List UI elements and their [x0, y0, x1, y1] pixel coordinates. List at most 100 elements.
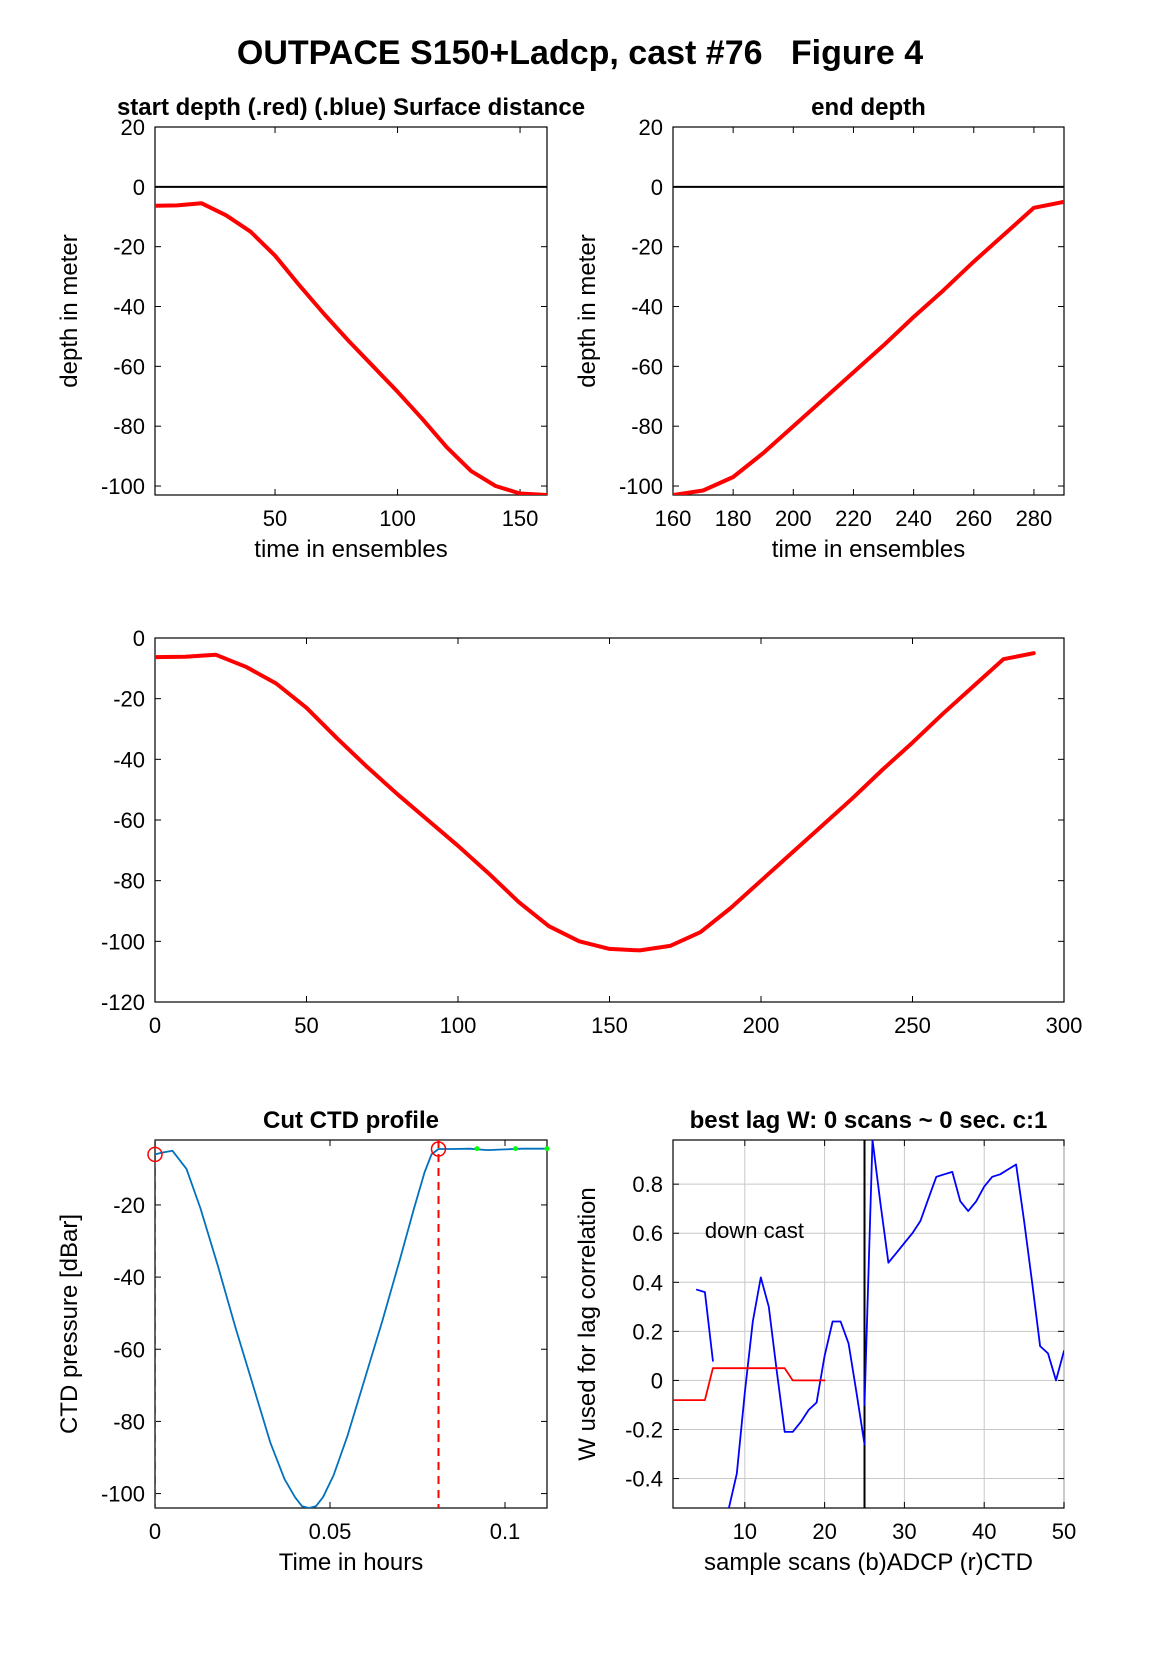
y-tick-label: 0 [133, 175, 145, 200]
y-tick-label: 0 [651, 1368, 663, 1393]
figure-title: OUTPACE S150+Ladcp, cast #76 Figure 4 [237, 34, 923, 72]
x-tick-label: 0 [149, 1013, 161, 1038]
plot-marks [673, 1140, 1064, 1508]
chart-title: Cut CTD profile [263, 1107, 439, 1134]
y-tick-label: -40 [113, 1265, 145, 1290]
x-tick-label: 40 [972, 1519, 996, 1544]
x-axis-label: time in ensembles [772, 536, 965, 563]
plot-area [672, 1139, 1065, 1509]
y-tick-label: -120 [101, 990, 145, 1015]
y-tick-label: -100 [101, 474, 145, 499]
chart-best_lag: 10 20 30 40 50 0.8 0.6 0.4 0.2 0 -0.2 -0.4 best lag … [574, 1107, 1076, 1576]
x-tick-label: 150 [502, 506, 539, 531]
x-tick-label: 300 [1046, 1013, 1083, 1038]
green-marker [544, 1146, 550, 1152]
x-tick-label: 100 [440, 1013, 477, 1038]
y-axis-label: depth in meter [574, 234, 601, 387]
x-tick-label: 50 [1052, 1519, 1076, 1544]
plot-marks [155, 651, 1036, 953]
x-tick-label: 0.05 [309, 1519, 352, 1544]
x-tick-label: 100 [379, 506, 416, 531]
y-tick-label: -20 [113, 235, 145, 260]
y-axis-label: W used for lag correlation [574, 1187, 601, 1460]
y-tick-label: -40 [113, 747, 145, 772]
series-line-ctd [673, 1367, 826, 1401]
y-tick-label: -0.2 [625, 1417, 663, 1442]
y-tick-label: -80 [113, 869, 145, 894]
x-tick-label: 30 [892, 1519, 916, 1544]
plot-area [154, 1139, 548, 1509]
y-tick-label: -80 [113, 414, 145, 439]
y-axis-label: CTD pressure [dBar] [56, 1214, 83, 1434]
x-tick-label: 240 [895, 506, 932, 531]
y-tick-label: -80 [113, 1409, 145, 1434]
green-marker [513, 1146, 518, 1152]
x-tick-label: 160 [655, 506, 692, 531]
y-tick-label: 0.8 [632, 1172, 663, 1197]
chart-title: best lag W: 0 scans ~ 0 sec. c:1 [690, 1107, 1048, 1134]
chart-cut_ctd: 0 0.05 0.1 -20 -40 -60 -80 -100 Cut CTD profile T… [56, 1107, 550, 1576]
y-tick-label: 0 [133, 626, 145, 651]
x-tick-label: 50 [263, 506, 287, 531]
x-tick-label: 10 [733, 1519, 757, 1544]
y-tick-label: 0 [651, 175, 663, 200]
y-tick-label: -0.4 [625, 1467, 663, 1492]
y-tick-label: -100 [619, 474, 663, 499]
chart-title: end depth [811, 94, 926, 121]
y-tick-label: -100 [101, 929, 145, 954]
y-tick-label: -60 [113, 354, 145, 379]
x-tick-label: 150 [591, 1013, 628, 1038]
plot-area [154, 126, 548, 496]
plot-marks [155, 1140, 547, 1508]
x-tick-label: 280 [1016, 506, 1053, 531]
series-line-0 [155, 1147, 547, 1508]
x-tick-label: 180 [715, 506, 752, 531]
cut-point-marker [430, 1141, 447, 1157]
annotation-text: down cast [705, 1218, 804, 1243]
y-tick-label: -80 [631, 414, 663, 439]
y-tick-label: 20 [639, 115, 663, 140]
series-line-adcp [863, 1140, 1064, 1406]
x-axis-label: sample scans (b)ADCP (r)CTD [704, 1549, 1033, 1576]
y-tick-label: -40 [631, 295, 663, 320]
green-marker [474, 1146, 480, 1152]
y-tick-label: -60 [113, 808, 145, 833]
series-line-0 [673, 199, 1064, 495]
x-tick-label: 220 [835, 506, 872, 531]
y-tick-label: 20 [121, 115, 145, 140]
y-axis-label: depth in meter [56, 234, 83, 387]
y-tick-label: -60 [631, 354, 663, 379]
x-tick-label: 50 [294, 1013, 318, 1038]
y-tick-label: -20 [631, 235, 663, 260]
y-tick-label: -20 [113, 1193, 145, 1218]
x-axis-label: Time in hours [279, 1549, 424, 1576]
x-tick-label: 200 [743, 1013, 780, 1038]
plot-marks [673, 185, 1064, 495]
chart-full_depth: 0 50 100 150 200 250 300 0 -20 -40 -60 -80 -100 -120 [101, 626, 1082, 1038]
x-tick-label: 20 [812, 1519, 836, 1544]
plot-marks [155, 185, 547, 495]
x-tick-label: 0 [149, 1519, 161, 1544]
x-axis-label: time in ensembles [254, 536, 447, 563]
y-tick-label: 0.6 [632, 1221, 663, 1246]
y-tick-label: -40 [113, 295, 145, 320]
plot-area [154, 637, 1065, 1003]
plot-area [672, 126, 1065, 496]
cut-point-marker [147, 1146, 163, 1163]
y-tick-label: -20 [113, 687, 145, 712]
chart-title: start depth (.red) (.blue) Surface dista… [117, 94, 585, 121]
x-tick-label: 250 [894, 1013, 931, 1038]
y-tick-label: -60 [113, 1337, 145, 1362]
y-tick-label: 0.4 [632, 1270, 663, 1295]
x-tick-label: 0.1 [490, 1519, 521, 1544]
y-tick-label: 0.2 [632, 1319, 663, 1344]
series-line-0 [155, 201, 547, 495]
series-line-adcp [696, 1288, 714, 1362]
x-tick-label: 260 [955, 506, 992, 531]
chart-end_depth: 160 180 200 220 240 260 280200-20-40-60-80-100… [574, 94, 1065, 563]
y-tick-label: -100 [101, 1482, 145, 1507]
series-line-adcp [728, 1276, 866, 1508]
